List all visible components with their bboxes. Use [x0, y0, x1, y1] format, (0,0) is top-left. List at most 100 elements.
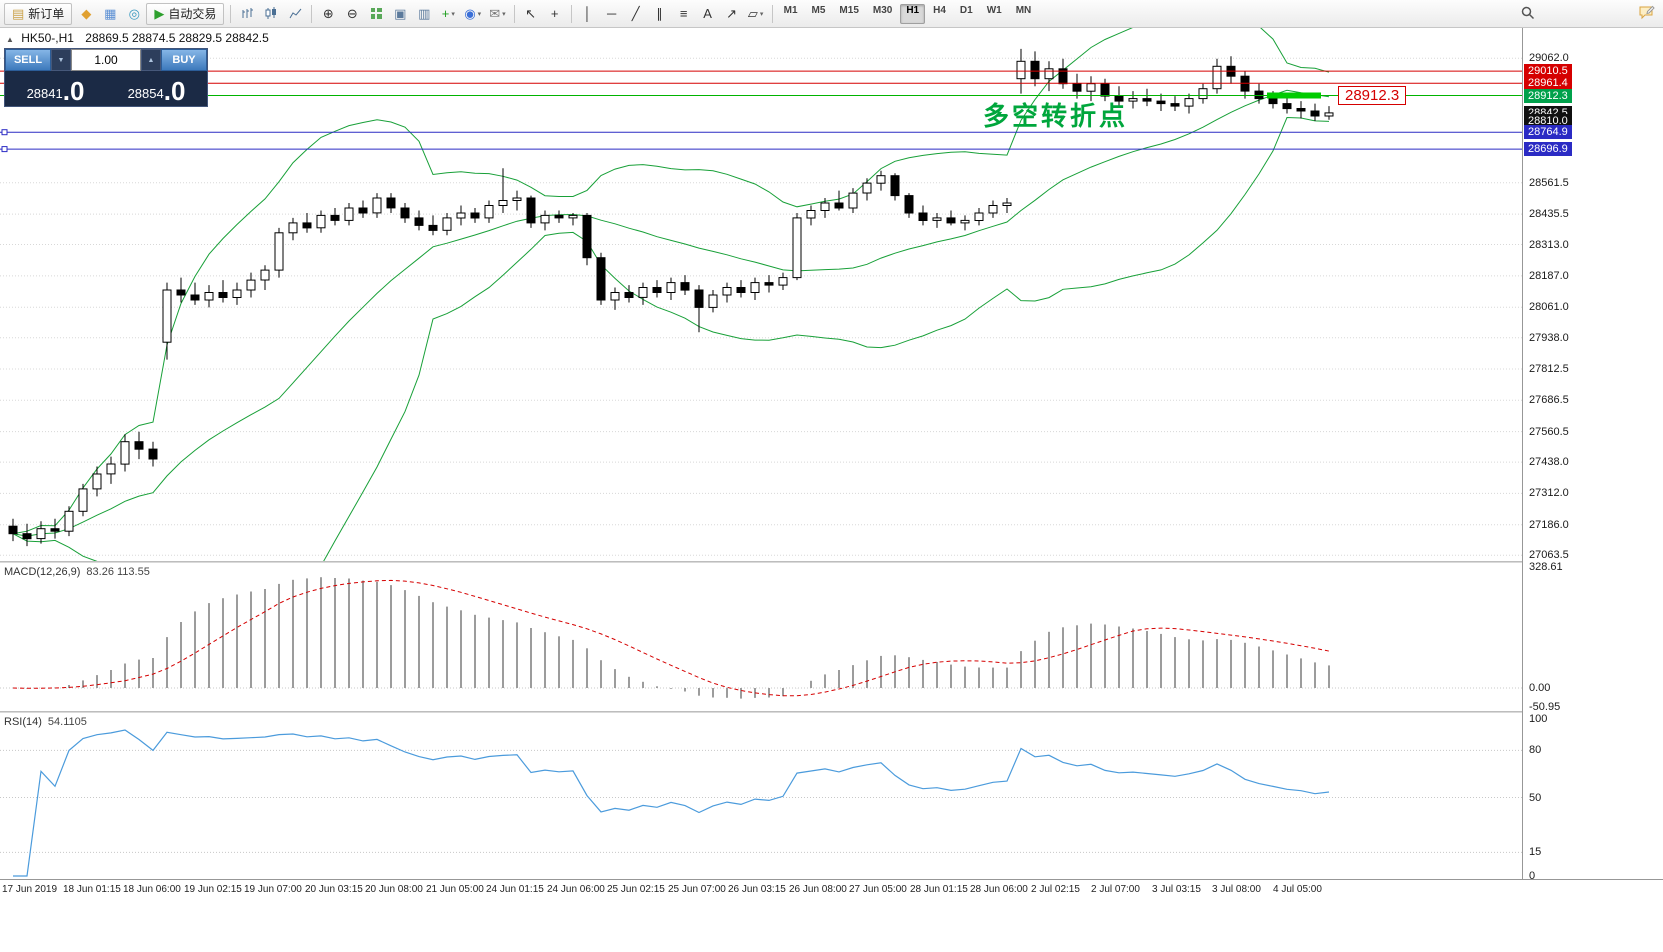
time-axis-label: 2 Jul 07:00 — [1091, 884, 1140, 895]
rsi-pane[interactable] — [0, 713, 1522, 879]
add-indicator-icon[interactable]: + ▾ — [436, 3, 460, 25]
price-grid — [0, 57, 1522, 556]
time-axis-label: 18 Jun 06:00 — [123, 884, 181, 895]
fibonacci-icon[interactable]: ≡ — [672, 3, 696, 25]
autotrading-button-label: 自动交易 — [168, 7, 217, 21]
autotrading-button[interactable]: ▶ 自动交易 — [146, 2, 225, 25]
pane-separator[interactable] — [0, 561, 1663, 563]
data-window-icon-glyph: ▦ — [104, 6, 117, 21]
toolbar-separator — [230, 4, 232, 23]
time-axis-label: 26 Jun 08:00 — [789, 884, 847, 895]
sell-price: 28841 .0 — [5, 71, 106, 106]
new-chat-icon[interactable] — [1638, 5, 1656, 26]
timeframe-h4[interactable]: H4 — [933, 4, 946, 16]
shapes-icon[interactable]: ▱ ▾ — [744, 3, 768, 25]
horizontal-line-icon-glyph: ─ — [607, 6, 617, 21]
timeframe-w1[interactable]: W1 — [986, 4, 1002, 16]
timeframe-m5[interactable]: M5 — [811, 4, 826, 16]
crosshair-icon[interactable]: + — [543, 3, 567, 25]
price-axis-label: 28061.0 — [1529, 301, 1569, 313]
time-axis-label: 19 Jun 07:00 — [244, 884, 302, 895]
auto-scroll-icon[interactable]: ◉ ▾ — [460, 3, 485, 25]
navigator-icon[interactable]: ◎ — [122, 3, 146, 25]
timeframe-h1[interactable]: H1 — [900, 3, 926, 24]
highlighted-trend-segment[interactable] — [1267, 92, 1321, 99]
new-order-button[interactable]: ▤ 新订单 — [4, 2, 73, 25]
zoom-out-icon[interactable]: ⊖ — [340, 3, 364, 25]
time-axis[interactable]: 17 Jun 2019 18 Jun 01:15 18 Jun 06:00 19 Ju… — [0, 880, 1522, 898]
horizontal-line-icon[interactable]: ─ — [600, 3, 624, 25]
price-axis-label: 27812.5 — [1529, 363, 1569, 375]
timeframe-mn[interactable]: MN — [1015, 4, 1032, 16]
zoom-in-icon-glyph: ⊕ — [322, 6, 334, 21]
fibonacci-icon-glyph: ≡ — [679, 6, 688, 21]
time-axis-label: 2 Jul 02:15 — [1031, 884, 1080, 895]
data-window-icon[interactable]: ▦ — [98, 3, 122, 25]
cascade-windows-icon[interactable]: ▣ — [388, 3, 412, 25]
rsi-name: RSI(14) — [4, 716, 42, 728]
volume-down-button[interactable]: ▼ — [51, 49, 71, 71]
time-axis-label: 17 Jun 2019 — [2, 884, 58, 895]
text-label-icon[interactable]: A — [696, 3, 720, 25]
channel-icon[interactable]: ∥ — [648, 3, 672, 25]
timeframe-buttons: M1 M5 M15 M30 H1 H4 D1 W1 MN — [777, 3, 1039, 24]
navigator-icon-glyph: ◎ — [128, 6, 140, 21]
time-axis-label: 20 Jun 08:00 — [365, 884, 423, 895]
volume-up-button[interactable]: ▲ — [141, 49, 161, 71]
price-tag: 28810.0 — [1524, 114, 1572, 128]
timeframe-m30[interactable]: M30 — [872, 4, 893, 16]
macd-pane[interactable] — [0, 563, 1522, 711]
channel-icon-glyph: ∥ — [656, 6, 663, 21]
zoom-in-icon[interactable]: ⊕ — [316, 3, 340, 25]
auto-scroll-icon-glyph: ◉ — [464, 6, 476, 21]
macd-values: 83.26 113.55 — [86, 566, 150, 578]
price-axis[interactable]: 29062.0 28561.5 28435.5 28313.0 28187.0 28061… — [1522, 28, 1663, 882]
arrow-objects-icon[interactable]: ↗ — [720, 3, 744, 25]
dropdown-arrow-icon: ▾ — [451, 10, 455, 18]
toolbar-buttons: ▤ 新订单 ◆ ▦ ◎ ▶ 自动交易 ⊕ ⊖ ▣ ▥ + ▾ ◉ ▾ ✉ ▾ ↖ + │ ─ ╱ ∥ ≡ A ↗ ▱ ▾ — [4, 2, 777, 25]
add-indicator-icon-glyph: + — [441, 6, 450, 21]
pane-separator[interactable] — [0, 711, 1663, 713]
candles — [8, 48, 1334, 547]
candlestick-chart-icon[interactable] — [259, 3, 283, 25]
buy-button[interactable]: BUY — [161, 49, 207, 71]
price-axis-label: 28313.0 — [1529, 239, 1569, 251]
sell-button[interactable]: SELL — [5, 49, 51, 71]
price-callout[interactable]: 28912.3 — [1338, 86, 1407, 105]
time-axis-label: 28 Jun 06:00 — [970, 884, 1028, 895]
timeframe-m1[interactable]: M1 — [783, 4, 798, 16]
search-icon[interactable] — [1520, 5, 1536, 26]
line-chart-icon[interactable] — [283, 3, 307, 25]
timeframe-d1[interactable]: D1 — [959, 4, 973, 16]
sell-price-fraction: .0 — [62, 75, 85, 106]
cursor-icon-glyph: ↖ — [525, 6, 537, 21]
symbol-period-label: HK50-,H1 — [21, 31, 74, 45]
macd-signal-line — [12, 579, 1330, 697]
new-order-button-label: 新订单 — [28, 7, 65, 21]
bar-chart-icon[interactable] — [235, 3, 259, 25]
tile-windows-icon[interactable] — [364, 3, 388, 25]
rsi-line — [13, 729, 1330, 877]
level-lines[interactable] — [0, 70, 1522, 153]
dropdown-arrow-icon: ▾ — [759, 10, 764, 18]
collapse-icon[interactable]: ▲ — [6, 35, 14, 44]
arrange-windows-icon-glyph: ▥ — [418, 6, 431, 21]
chart-header: ▲ HK50-,H1 28869.5 28874.5 28829.5 28842… — [6, 31, 269, 45]
one-click-trade-panel: SELL ▼ ▲ BUY 28841 .0 28854 .0 — [4, 48, 208, 107]
vertical-line-icon[interactable]: │ — [576, 3, 600, 25]
annotation-text[interactable]: 多空转折点 — [983, 101, 1129, 131]
mail-icon[interactable]: ✉ ▾ — [485, 3, 509, 25]
profiles-icon[interactable]: ◆ — [74, 3, 98, 25]
timeframe-m15[interactable]: M15 — [839, 4, 859, 16]
arrange-windows-icon[interactable]: ▥ — [412, 3, 436, 25]
price-axis-label: 28561.5 — [1529, 177, 1569, 189]
trendline-icon[interactable]: ╱ — [624, 3, 648, 25]
volume-input[interactable] — [71, 49, 141, 71]
toolbar-separator — [570, 4, 572, 23]
time-axis-label: 20 Jun 03:15 — [305, 884, 363, 895]
cursor-icon[interactable]: ↖ — [519, 3, 543, 25]
price-axis-label: 27686.5 — [1529, 394, 1569, 406]
price-pane[interactable] — [0, 28, 1522, 561]
rsi-axis-label: 15 — [1529, 846, 1542, 858]
cascade-windows-icon-glyph: ▣ — [394, 6, 407, 21]
